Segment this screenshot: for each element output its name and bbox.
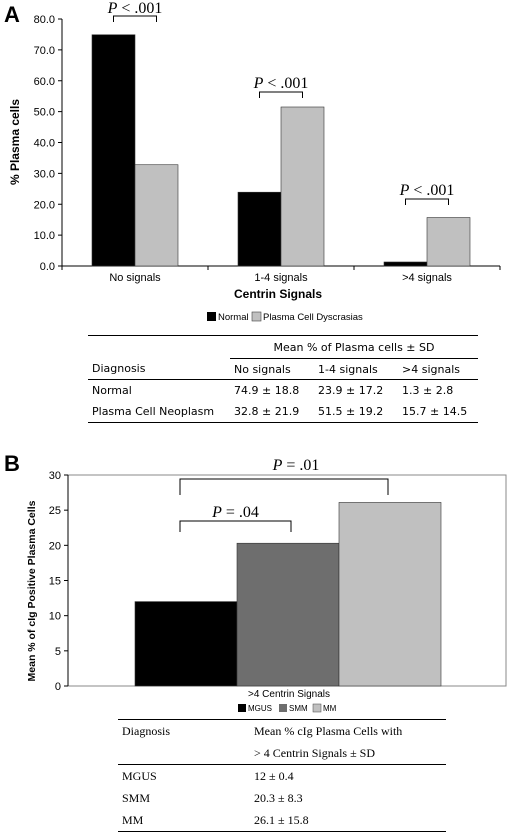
significance-bracket	[259, 91, 303, 98]
table-b-cell: 20.3 ± 8.3	[254, 790, 303, 805]
p-value-label: P = .01	[272, 457, 320, 474]
bar-normal	[237, 191, 282, 267]
table-row: SMM 20.3 ± 8.3	[118, 787, 446, 809]
y-tick-label: 80.0	[34, 14, 55, 26]
x-tick-label: 1-4 signals	[254, 272, 308, 284]
table-a-cell: 32.8 ± 21.9	[230, 400, 314, 423]
bar-mm	[338, 502, 442, 687]
legend-swatch-mgus	[238, 704, 246, 712]
table-b-row-label: SMM	[122, 790, 151, 805]
y-tick-label: 10.0	[34, 230, 55, 242]
panel-a-chart: 0.0 10.0 20.0 30.0 40.0 50.0 60.0 70.0 80.0 No si…	[34, 0, 501, 284]
table-row: Normal 74.9 ± 18.8 23.9 ± 17.2 1.3 ± 2.8	[88, 379, 478, 400]
y-tick-label: 50.0	[34, 107, 55, 119]
bar-mgus	[134, 601, 238, 687]
p-value-label: P = .04	[211, 504, 259, 521]
y-tick-label: 25	[49, 505, 61, 517]
panel-a-table: Mean % of Plasma cells ± SD Diagnosis No…	[88, 335, 478, 423]
y-tick-label: 15	[49, 576, 61, 588]
bar-normal	[383, 261, 428, 267]
bar-smm	[236, 542, 340, 687]
panel-a-letter: A	[4, 2, 20, 27]
y-tick-label: 10	[49, 611, 61, 623]
table-a-col-header: >4 signals	[398, 358, 478, 380]
table-a-cell: 1.3 ± 2.8	[398, 379, 478, 400]
table-b-cell: 12 ± 0.4	[250, 764, 446, 787]
table-a-cell: 23.9 ± 17.2	[314, 379, 398, 400]
table-a-row-label: Normal	[88, 379, 230, 400]
significance-bracket	[113, 15, 157, 22]
significance-bracket	[179, 520, 292, 532]
y-tick-label: 60.0	[34, 76, 55, 88]
p-value-label: P < .001	[253, 75, 309, 92]
table-a-group-header: Mean % of Plasma cells ± SD	[230, 335, 478, 359]
y-tick-label: 20	[49, 540, 61, 552]
x-tick-label: No signals	[109, 272, 161, 284]
p-value-label: P < .001	[107, 0, 163, 17]
table-a-diagnosis-header: Diagnosis	[92, 362, 146, 376]
panel-a-ylabel: % Plasma cells	[8, 99, 22, 185]
legend-label-smm: SMM	[289, 704, 308, 713]
y-tick-label: 0.0	[40, 261, 55, 273]
y-tick-label: 40.0	[34, 138, 55, 150]
table-row: Plasma Cell Neoplasm 32.8 ± 21.9 51.5 ± …	[88, 400, 478, 423]
table-row: MGUS 12 ± 0.4	[118, 764, 446, 787]
legend-swatch-normal	[207, 312, 216, 321]
y-tick-label: 20.0	[34, 199, 55, 211]
legend-swatch-mm	[312, 703, 322, 713]
bar-dyscrasia	[134, 164, 179, 267]
y-tick-label: 30.0	[34, 168, 55, 180]
p-value-label: P < .001	[399, 182, 455, 199]
bar-dyscrasia	[280, 106, 325, 267]
bar-dyscrasia	[426, 217, 471, 267]
table-b-cell: 26.1 ± 15.8	[250, 809, 446, 832]
table-b-value-header-line1: Mean % cIg Plasma Cells with	[250, 719, 446, 742]
legend-swatch-dyscrasia	[251, 311, 262, 322]
table-row: MM 26.1 ± 15.8	[118, 809, 446, 832]
table-a-cell: 74.9 ± 18.8	[230, 379, 314, 400]
table-b-value-header-line2: > 4 Centrin Signals ± SD	[254, 745, 376, 760]
panel-a-xlabel: Centrin Signals	[234, 287, 322, 301]
table-a-row-label: Plasma Cell Neoplasm	[88, 400, 230, 423]
table-a-cell: 51.5 ± 19.2	[314, 400, 398, 423]
x-tick-label: >4 signals	[402, 272, 452, 284]
y-tick-label: 30	[49, 470, 61, 482]
legend-label-dyscrasia: Plasma Cell Dyscrasias	[263, 312, 363, 323]
table-b-row-label: MM	[118, 809, 250, 832]
table-b-diagnosis-header: Diagnosis	[118, 719, 250, 742]
table-b-row-label: MGUS	[118, 764, 250, 787]
table-a-col-header: 1-4 signals	[314, 358, 398, 380]
significance-bracket	[405, 198, 449, 205]
legend-label-mm: MM	[323, 704, 337, 713]
panel-b-ylabel: Mean % of cIg Positive Plasma Cells	[26, 500, 38, 681]
x-tick-label: >4 Centrin Signals	[248, 689, 330, 700]
legend-label-mgus: MGUS	[248, 704, 272, 713]
y-tick-label: 0	[55, 681, 61, 693]
panel-b-legend: MGUS SMM MM	[238, 703, 337, 713]
y-tick-label: 5	[55, 646, 61, 658]
legend-label-normal: Normal	[218, 312, 249, 323]
panel-b-chart: 0 5 10 15 20 25 30 >4 Centrin Signals P = .04 P =…	[49, 457, 507, 700]
legend-swatch-smm	[279, 704, 287, 712]
significance-bracket	[179, 478, 389, 495]
table-a-col-header: No signals	[230, 358, 314, 380]
bar-normal	[91, 34, 136, 267]
panel-a-legend: Normal Plasma Cell Dyscrasias	[207, 311, 363, 323]
panel-b-table: Diagnosis Mean % cIg Plasma Cells with >…	[118, 719, 446, 832]
table-a-cell: 15.7 ± 14.5	[398, 400, 478, 423]
y-tick-label: 70.0	[34, 45, 55, 57]
panel-b-letter: B	[4, 451, 20, 476]
